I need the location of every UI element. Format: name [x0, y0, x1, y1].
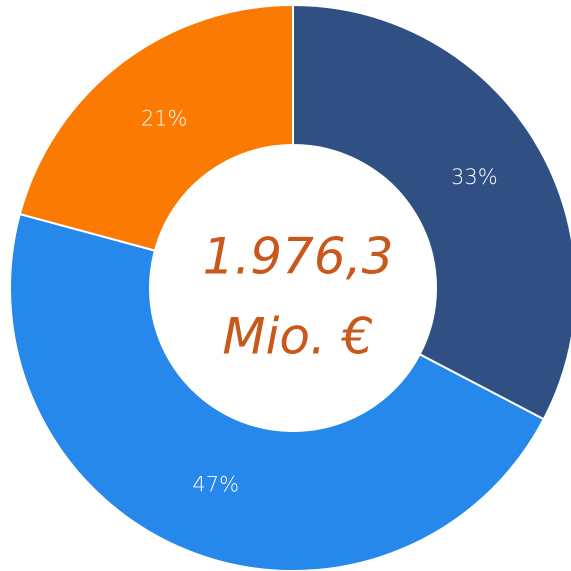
segments: [9, 3, 571, 571]
value-label: 33%: [451, 165, 498, 189]
donut-segment: [292, 3, 571, 421]
labels: 33% 47% 21%: [141, 107, 498, 497]
center-value: 1.976,3: [203, 228, 394, 286]
value-label: 21%: [141, 107, 188, 131]
donut-segment: [9, 212, 546, 571]
value-label: 47%: [192, 472, 239, 496]
donut-segment: [18, 3, 294, 252]
center-unit: Mio. €: [222, 308, 373, 366]
